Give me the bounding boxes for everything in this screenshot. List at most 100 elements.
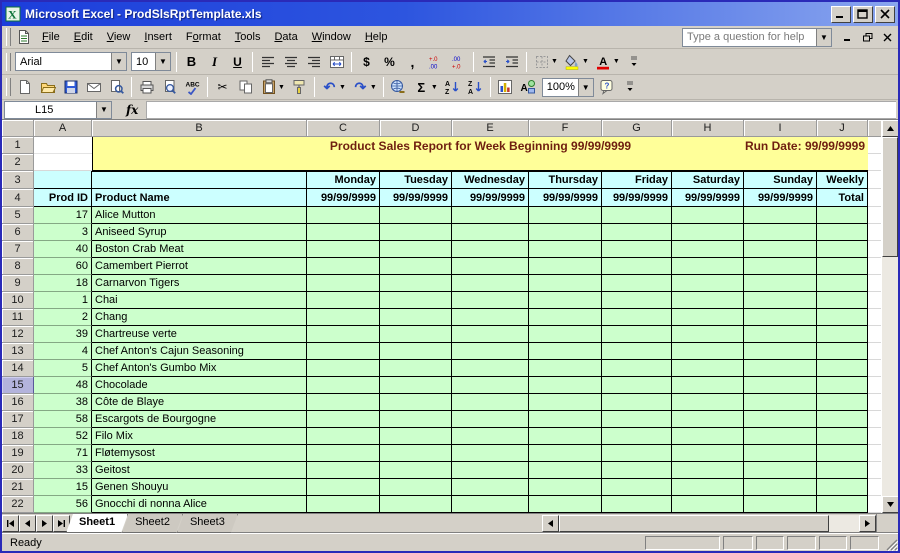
decrease-decimal-button[interactable]: .00 +.0 [448, 52, 469, 72]
sales-cell[interactable] [817, 207, 868, 224]
sales-cell[interactable] [744, 343, 817, 360]
title-band-cell[interactable] [92, 154, 868, 171]
sales-cell[interactable] [307, 462, 380, 479]
menu-item-window[interactable]: Window [311, 31, 351, 43]
day-header-cell[interactable]: Thursday [529, 171, 602, 189]
cell-A2[interactable] [34, 154, 92, 171]
sales-cell[interactable] [307, 411, 380, 428]
row-header[interactable]: 16 [2, 394, 34, 411]
sales-cell[interactable] [817, 224, 868, 241]
prod-id-cell[interactable]: 1 [34, 292, 92, 309]
sales-cell[interactable] [602, 462, 672, 479]
sheet-tab-sheet2[interactable]: Sheet2 [122, 514, 183, 533]
menu-item-file[interactable]: File [42, 31, 60, 43]
sales-cell[interactable] [529, 377, 602, 394]
row-header[interactable]: 12 [2, 326, 34, 343]
redo-button[interactable]: ↷ ▼ [350, 77, 379, 97]
scroll-up-button[interactable] [882, 120, 898, 137]
menu-item-format[interactable]: Format [185, 31, 221, 43]
row-header[interactable]: 5 [2, 207, 34, 224]
sales-cell[interactable] [452, 258, 529, 275]
sales-cell[interactable] [672, 224, 744, 241]
dropdown-arrow-icon[interactable]: ▼ [430, 83, 438, 91]
day-header-cell[interactable]: Sunday [744, 171, 817, 189]
horizontal-scrollbar[interactable] [542, 515, 876, 532]
prod-id-cell[interactable]: 71 [34, 445, 92, 462]
row-header[interactable]: 8 [2, 258, 34, 275]
day-header-cell[interactable]: Tuesday [380, 171, 452, 189]
column-header-B[interactable]: B [92, 120, 307, 137]
sales-cell[interactable] [380, 377, 452, 394]
row-header[interactable]: 1 [2, 137, 34, 154]
sales-cell[interactable] [602, 445, 672, 462]
name-box[interactable]: L15 ▼ [4, 100, 112, 119]
sales-cell[interactable] [452, 292, 529, 309]
row-header[interactable]: 22 [2, 496, 34, 513]
menu-item-data[interactable]: Data [274, 31, 298, 43]
date-header-cell[interactable]: 99/99/9999 [602, 189, 672, 207]
sales-cell[interactable] [602, 428, 672, 445]
sales-cell[interactable] [817, 258, 868, 275]
dropdown-arrow-icon[interactable]: ▼ [581, 58, 589, 65]
sales-cell[interactable] [672, 343, 744, 360]
toolbar-grip[interactable] [6, 52, 11, 71]
sales-cell[interactable] [602, 224, 672, 241]
merge-center-button[interactable] [326, 52, 347, 72]
prod-id-cell[interactable]: 15 [34, 479, 92, 496]
row-header[interactable]: 17 [2, 411, 34, 428]
sales-cell[interactable] [817, 292, 868, 309]
sales-cell[interactable] [380, 275, 452, 292]
sales-cell[interactable] [307, 207, 380, 224]
sales-cell[interactable] [452, 360, 529, 377]
sales-cell[interactable] [602, 411, 672, 428]
prod-id-cell[interactable]: 33 [34, 462, 92, 479]
sales-cell[interactable] [744, 394, 817, 411]
sales-cell[interactable] [602, 343, 672, 360]
first-sheet-button[interactable] [2, 515, 19, 532]
toolbar-grip[interactable] [6, 28, 11, 46]
sales-cell[interactable] [744, 428, 817, 445]
close-button[interactable] [875, 5, 895, 23]
select-all-corner[interactable] [2, 120, 34, 137]
sales-cell[interactable] [672, 394, 744, 411]
sales-cell[interactable] [307, 241, 380, 258]
vertical-scrollbar[interactable] [881, 120, 898, 513]
underline-button[interactable]: U [227, 52, 248, 72]
sales-cell[interactable] [602, 377, 672, 394]
sales-cell[interactable] [529, 292, 602, 309]
sales-cell[interactable] [529, 394, 602, 411]
sales-cell[interactable] [380, 462, 452, 479]
sales-cell[interactable] [529, 343, 602, 360]
sales-cell[interactable] [380, 292, 452, 309]
sales-cell[interactable] [452, 309, 529, 326]
sheet-tab-sheet1[interactable]: Sheet1 [66, 514, 128, 533]
sales-cell[interactable] [817, 377, 868, 394]
sales-cell[interactable] [817, 445, 868, 462]
toolbar-grip[interactable] [6, 78, 11, 96]
sales-cell[interactable] [602, 292, 672, 309]
chevron-down-icon[interactable]: ▼ [816, 28, 831, 46]
column-header-H[interactable]: H [672, 120, 744, 137]
vertical-scroll-track[interactable] [882, 257, 898, 496]
sales-cell[interactable] [817, 479, 868, 496]
workbook-icon[interactable] [16, 29, 32, 45]
prod-id-cell[interactable]: 58 [34, 411, 92, 428]
sales-cell[interactable] [380, 360, 452, 377]
row-header[interactable]: 9 [2, 275, 34, 292]
sales-cell[interactable] [817, 326, 868, 343]
sales-cell[interactable] [452, 207, 529, 224]
sales-cell[interactable] [744, 462, 817, 479]
toolbar-options-button[interactable] [624, 52, 645, 72]
sales-cell[interactable] [602, 496, 672, 513]
format-painter-button[interactable] [289, 77, 310, 97]
prod-id-header-cell[interactable]: Prod ID [34, 189, 92, 207]
save-button[interactable] [60, 77, 81, 97]
row-header[interactable]: 13 [2, 343, 34, 360]
decrease-indent-button[interactable] [478, 52, 499, 72]
sales-cell[interactable] [307, 326, 380, 343]
menu-item-insert[interactable]: Insert [144, 31, 172, 43]
sales-cell[interactable] [602, 479, 672, 496]
sales-cell[interactable] [307, 258, 380, 275]
